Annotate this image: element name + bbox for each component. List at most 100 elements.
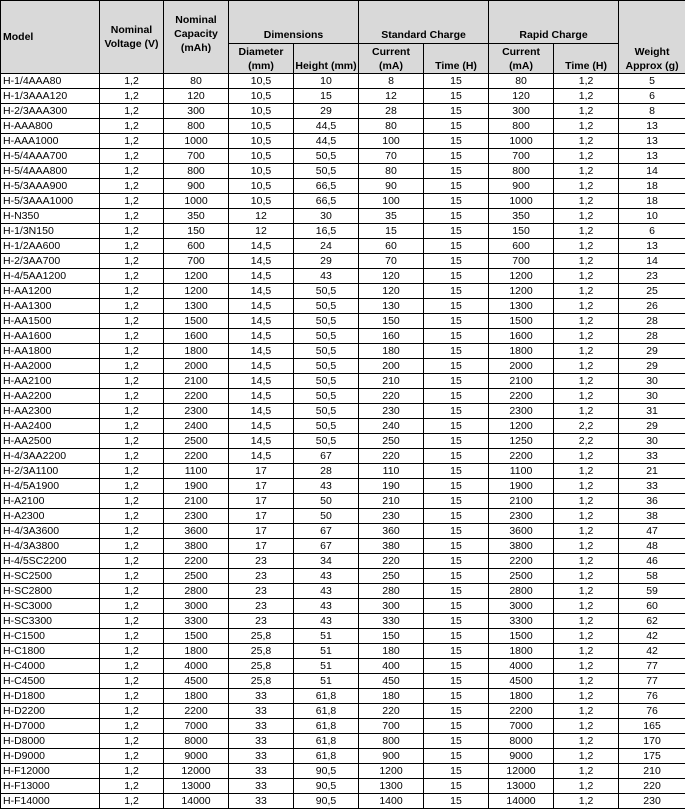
cell-voltage: 1,2	[99, 778, 164, 794]
cell-standard-time: 15	[423, 448, 490, 464]
cell-rapid-time: 1,2	[553, 733, 620, 749]
cell-weight: 18	[618, 193, 685, 209]
cell-standard-current: 100	[358, 193, 425, 209]
table-row: H-F14000 1,2 14000 33 90,5 1400 15 14000 1,2 230	[0, 793, 685, 809]
cell-rapid-current: 3300	[488, 613, 555, 629]
cell-height: 50,5	[292, 343, 360, 359]
table-row: H-D2200 1,2 2200 33 61,8 220 15 2200 1,2 76	[0, 703, 685, 719]
cell-height: 51	[292, 643, 360, 659]
cell-standard-time: 15	[423, 253, 490, 269]
cell-rapid-current: 1800	[488, 343, 555, 359]
cell-standard-current: 180	[358, 643, 425, 659]
cell-standard-current: 220	[358, 448, 425, 464]
table-row: H-AA2000 1,2 2000 14,5 50,5 200 15 2000 1,2 29	[0, 358, 685, 374]
cell-height: 15	[292, 88, 360, 104]
cell-voltage: 1,2	[99, 283, 164, 299]
cell-weight: 26	[618, 298, 685, 314]
cell-weight: 29	[618, 343, 685, 359]
cell-voltage: 1,2	[99, 148, 164, 164]
cell-model: H-C4500	[0, 673, 100, 689]
cell-voltage: 1,2	[99, 238, 164, 254]
cell-standard-current: 15	[358, 223, 425, 239]
header-standard-time: Time (H)	[423, 43, 490, 74]
cell-rapid-current: 1100	[488, 463, 555, 479]
cell-model: H-1/4AAA80	[0, 73, 100, 89]
cell-standard-time: 15	[423, 658, 490, 674]
table-row: H-AAA1000 1,2 1000 10,5 44,5 100 15 1000 1,2 13	[0, 133, 685, 149]
cell-model: H-D9000	[0, 748, 100, 764]
table-row: H-F13000 1,2 13000 33 90,5 1300 15 13000 1,2 220	[0, 778, 685, 794]
cell-height: 50,5	[292, 373, 360, 389]
cell-rapid-current: 9000	[488, 748, 555, 764]
cell-rapid-current: 1250	[488, 433, 555, 449]
cell-capacity: 4000	[163, 658, 229, 674]
cell-capacity: 2200	[163, 448, 229, 464]
cell-weight: 31	[618, 403, 685, 419]
cell-rapid-time: 1,2	[553, 88, 620, 104]
cell-standard-time: 15	[423, 88, 490, 104]
cell-capacity: 2500	[163, 568, 229, 584]
cell-rapid-current: 2300	[488, 508, 555, 524]
cell-rapid-current: 2500	[488, 568, 555, 584]
cell-standard-current: 210	[358, 493, 425, 509]
cell-weight: 48	[618, 538, 685, 554]
cell-model: H-A2300	[0, 508, 100, 524]
table-row: H-5/3AAA1000 1,2 1000 10,5 66,5 100 15 1000 1,2 1…	[0, 193, 685, 209]
cell-voltage: 1,2	[99, 688, 164, 704]
cell-height: 43	[292, 568, 360, 584]
cell-weight: 62	[618, 613, 685, 629]
cell-model: H-AAA1000	[0, 133, 100, 149]
cell-model: H-AA2000	[0, 358, 100, 374]
cell-voltage: 1,2	[99, 508, 164, 524]
table-row: H-AA2400 1,2 2400 14,5 50,5 240 15 1200 2,2 29	[0, 418, 685, 434]
cell-diameter: 10,5	[228, 163, 294, 179]
cell-height: 51	[292, 628, 360, 644]
cell-height: 61,8	[292, 718, 360, 734]
cell-standard-time: 15	[423, 538, 490, 554]
cell-model: H-C1500	[0, 628, 100, 644]
cell-diameter: 23	[228, 583, 294, 599]
cell-standard-current: 90	[358, 178, 425, 194]
cell-standard-time: 15	[423, 583, 490, 599]
cell-voltage: 1,2	[99, 538, 164, 554]
cell-rapid-time: 1,2	[553, 163, 620, 179]
cell-standard-current: 220	[358, 553, 425, 569]
cell-rapid-time: 1,2	[553, 403, 620, 419]
cell-standard-current: 80	[358, 118, 425, 134]
cell-weight: 28	[618, 313, 685, 329]
cell-standard-current: 240	[358, 418, 425, 434]
cell-weight: 230	[618, 793, 685, 809]
cell-rapid-time: 1,2	[553, 793, 620, 809]
cell-standard-time: 15	[423, 328, 490, 344]
cell-rapid-current: 3600	[488, 523, 555, 539]
cell-diameter: 25,8	[228, 643, 294, 659]
cell-height: 43	[292, 268, 360, 284]
cell-voltage: 1,2	[99, 358, 164, 374]
cell-voltage: 1,2	[99, 253, 164, 269]
cell-voltage: 1,2	[99, 193, 164, 209]
cell-capacity: 900	[163, 178, 229, 194]
table-row: H-AA1600 1,2 1600 14,5 50,5 160 15 1600 1,2 28	[0, 328, 685, 344]
cell-rapid-time: 1,2	[553, 688, 620, 704]
cell-diameter: 23	[228, 613, 294, 629]
cell-model: H-5/3AAA900	[0, 178, 100, 194]
cell-height: 50,5	[292, 403, 360, 419]
cell-standard-time: 15	[423, 778, 490, 794]
cell-rapid-time: 1,2	[553, 358, 620, 374]
cell-standard-time: 15	[423, 553, 490, 569]
cell-voltage: 1,2	[99, 388, 164, 404]
cell-voltage: 1,2	[99, 568, 164, 584]
table-row: H-AA2300 1,2 2300 14,5 50,5 230 15 2300 1,2 31	[0, 403, 685, 419]
cell-height: 61,8	[292, 703, 360, 719]
table-row: H-1/3AAA120 1,2 120 10,5 15 12 15 120 1,2 6	[0, 88, 685, 104]
cell-rapid-time: 1,2	[553, 613, 620, 629]
cell-model: H-D2200	[0, 703, 100, 719]
cell-diameter: 14,5	[228, 433, 294, 449]
cell-weight: 6	[618, 223, 685, 239]
cell-model: H-4/3AA2200	[0, 448, 100, 464]
cell-diameter: 14,5	[228, 253, 294, 269]
cell-diameter: 10,5	[228, 73, 294, 89]
cell-rapid-time: 1,2	[553, 373, 620, 389]
cell-voltage: 1,2	[99, 703, 164, 719]
cell-standard-time: 15	[423, 163, 490, 179]
